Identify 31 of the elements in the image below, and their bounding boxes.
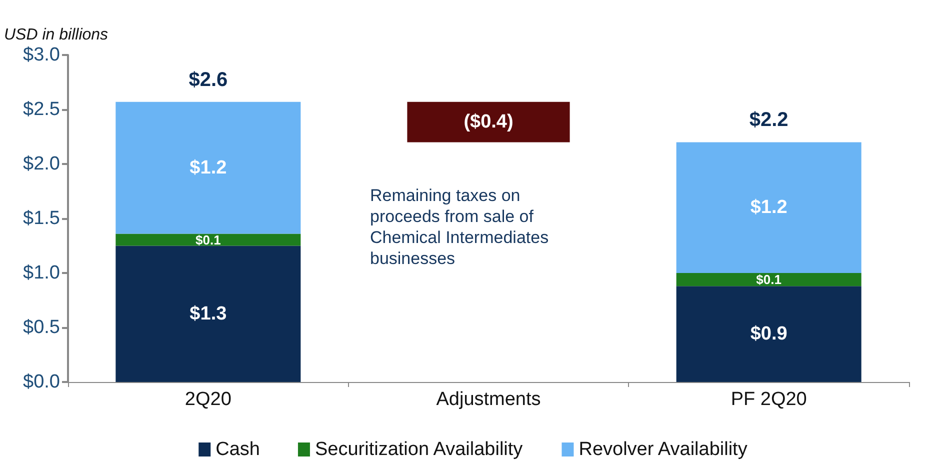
data-label: $0.1: [196, 232, 221, 248]
data-label: ($0.4): [464, 112, 514, 133]
annotation: Remaining taxes on proceeds from sale of Chemical Intermediates businesses: [370, 186, 554, 268]
data-label: $0.1: [756, 272, 782, 288]
legend-label: Cash: [216, 439, 260, 460]
x-tick-label: PF 2Q20: [730, 389, 807, 410]
y-tick-label: $1.5: [23, 208, 60, 229]
bar: [676, 286, 862, 382]
total-label: $2.6: [188, 68, 228, 91]
y-tick-label: $0.5: [23, 317, 60, 338]
bar: [676, 142, 862, 273]
data-label: $1.2: [190, 157, 227, 178]
y-tick-label: $1.0: [23, 262, 60, 284]
y-axis-title: USD in billions: [4, 26, 108, 44]
total-label: $2.2: [749, 109, 788, 132]
legend-label: Revolver Availability: [578, 439, 748, 460]
data-label: $1.3: [190, 303, 227, 324]
data-label: $1.2: [750, 197, 788, 218]
y-tick-label: $2.0: [23, 154, 60, 174]
bar: [676, 273, 862, 286]
y-tick-label: $0.0: [23, 372, 60, 392]
x-tick-label: Adjustments: [436, 389, 541, 410]
y-tick-label: $3.0: [23, 44, 60, 66]
data-label: $0.9: [750, 324, 788, 345]
x-tick-label: 2Q20: [184, 389, 232, 410]
y-tick-label: $2.5: [23, 99, 60, 120]
legend-label: Securitization Availability: [314, 439, 524, 460]
bar: [116, 102, 301, 234]
bar: [116, 234, 301, 246]
bar: [407, 102, 570, 142]
bar: [116, 246, 301, 382]
